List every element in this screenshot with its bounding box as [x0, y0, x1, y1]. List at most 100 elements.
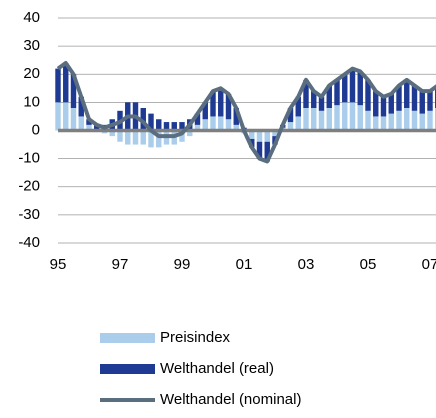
bar [404, 108, 410, 131]
bar [349, 68, 356, 103]
y-tick-label: 30 [23, 37, 40, 54]
y-tick-label: 40 [23, 9, 40, 26]
legend-label: Welthandel (nominal) [160, 391, 301, 408]
bar [233, 124, 239, 131]
bar [318, 110, 325, 131]
bar [380, 96, 387, 117]
bar [202, 102, 208, 120]
y-tick-label: -30 [18, 206, 40, 223]
bar [373, 116, 379, 131]
bar [156, 130, 162, 148]
bar [411, 110, 418, 131]
bar [233, 108, 239, 125]
bar [404, 79, 410, 108]
x-tick-label: 05 [360, 256, 377, 273]
bar [388, 113, 394, 131]
bar [295, 96, 301, 117]
bar [187, 130, 193, 137]
bar [311, 108, 317, 131]
bar [256, 130, 263, 142]
bar [156, 119, 162, 131]
bar [342, 102, 348, 131]
bar [287, 108, 294, 123]
bar [396, 85, 402, 111]
bar [357, 105, 363, 131]
bar [70, 108, 77, 131]
y-tick-label: 20 [23, 65, 40, 82]
x-tick-label: 03 [298, 256, 315, 273]
bar [419, 113, 425, 131]
bar [210, 116, 216, 131]
bar [411, 85, 418, 111]
bar [194, 113, 201, 125]
bar [256, 141, 263, 159]
bar [117, 130, 123, 142]
bar [218, 116, 224, 131]
bar [148, 130, 154, 148]
legend-label: Welthandel (real) [160, 360, 274, 377]
bar [303, 108, 309, 131]
bar [163, 122, 170, 131]
bar [210, 91, 216, 117]
bar [225, 119, 232, 131]
bar [86, 119, 92, 125]
legend-swatch [100, 364, 155, 374]
bar [334, 79, 340, 106]
bar [140, 130, 146, 145]
bar [357, 71, 363, 106]
bar [326, 85, 332, 108]
bar [148, 113, 154, 131]
bar [365, 110, 371, 131]
bar [78, 96, 84, 117]
bar [264, 130, 270, 142]
bar [63, 102, 69, 131]
bar [373, 91, 379, 117]
bar [63, 63, 69, 103]
bar [70, 74, 77, 108]
bar [194, 124, 201, 131]
bar [318, 96, 325, 111]
bar [132, 130, 139, 145]
x-tick-label: 95 [50, 256, 67, 273]
bar [342, 74, 348, 103]
legend-swatch [100, 333, 155, 343]
legend-label: Preisindex [160, 329, 231, 346]
bar [109, 130, 115, 137]
bar [249, 130, 255, 139]
bar [388, 93, 394, 114]
bar [419, 91, 425, 114]
bar [311, 91, 317, 108]
bar [396, 110, 402, 131]
bar [272, 130, 278, 137]
bar [125, 130, 131, 145]
bar [349, 102, 356, 131]
bar [334, 105, 340, 131]
bar [295, 116, 301, 131]
y-tick-label: 0 [32, 121, 40, 138]
line [56, 61, 436, 164]
bar [303, 79, 309, 108]
bar [427, 110, 433, 131]
bar [171, 122, 177, 131]
bar [94, 124, 100, 131]
x-tick-label: 99 [174, 256, 191, 273]
x-tick-label: 07 [422, 256, 436, 273]
bar [427, 91, 433, 111]
bar [326, 108, 332, 131]
bar [365, 79, 371, 111]
y-tick-label: -10 [18, 150, 40, 167]
bar [78, 116, 84, 131]
bar [202, 119, 208, 131]
y-tick-label: 10 [23, 93, 40, 110]
bar [86, 124, 92, 131]
bar [380, 116, 387, 131]
bar [287, 122, 294, 131]
x-tick-label: 97 [112, 256, 129, 273]
bar [218, 88, 224, 117]
bar [55, 102, 61, 131]
y-tick-label: -40 [18, 234, 40, 251]
bar [179, 122, 185, 131]
bar [55, 68, 61, 103]
bar [225, 93, 232, 120]
